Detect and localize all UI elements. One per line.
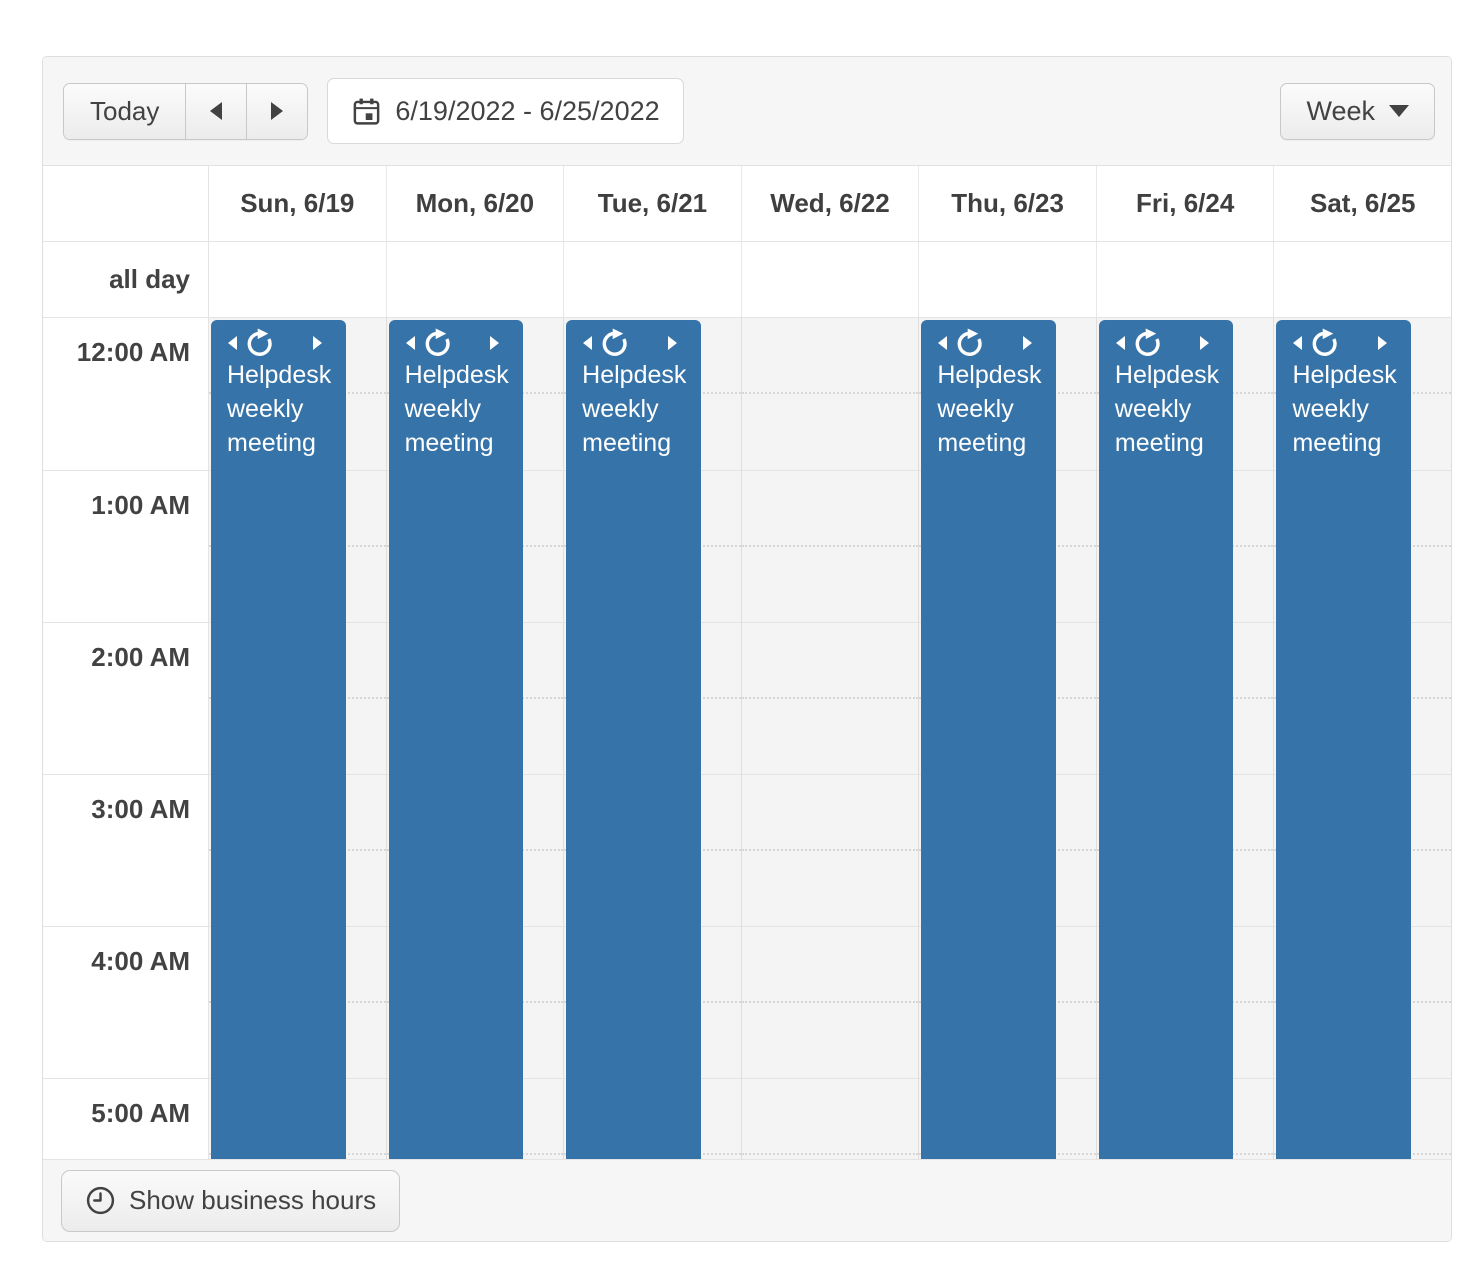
day-column-fri: Helpdesk weekly meeting (1095, 318, 1274, 1159)
event-continues-earlier-icon (938, 336, 948, 350)
day-column-mon: Helpdesk weekly meeting (385, 318, 564, 1159)
event-actions (211, 320, 346, 356)
caret-right-icon (271, 102, 284, 120)
caret-left-icon (210, 102, 223, 120)
event-actions (1276, 320, 1411, 356)
event-thu[interactable]: Helpdesk weekly meeting (921, 320, 1056, 1159)
prev-button[interactable] (185, 83, 247, 139)
time-label: 4:00 AM (43, 926, 208, 1078)
all-day-cell-sat[interactable] (1273, 242, 1451, 317)
event-actions (389, 320, 524, 356)
time-grid: 12:00 AM 1:00 AM 2:00 AM 3:00 AM 4:00 AM 5:00… (43, 317, 1451, 1159)
day-header-mon: Mon, 6/20 (385, 166, 564, 241)
half-hour-slot[interactable] (741, 927, 919, 1003)
half-hour-slot[interactable] (741, 471, 919, 547)
event-continues-later-icon (1200, 336, 1210, 350)
time-slot[interactable] (741, 622, 919, 774)
show-business-hours-label: Show business hours (129, 1185, 377, 1215)
day-column-sat: Helpdesk weekly meeting (1273, 318, 1451, 1159)
event-actions (566, 320, 701, 356)
recurrence-icon (954, 328, 985, 359)
event-continues-later-icon (490, 336, 500, 350)
event-sat[interactable]: Helpdesk weekly meeting (1276, 320, 1412, 1159)
time-label: 2:00 AM (43, 622, 208, 774)
day-header-sat: Sat, 6/25 (1273, 166, 1451, 241)
recurrence-icon (1132, 328, 1163, 359)
event-continues-earlier-icon (1115, 336, 1125, 350)
scheduler: Today 6/19/2022 - 6/25/2022 Week S (42, 56, 1452, 1242)
time-slot[interactable] (741, 926, 919, 1078)
time-label: 1:00 AM (43, 470, 208, 622)
scheduler-toolbar: Today 6/19/2022 - 6/25/2022 Week (43, 57, 1451, 166)
time-label: 3:00 AM (43, 774, 208, 926)
show-business-hours-button[interactable]: Show business hours (61, 1169, 401, 1232)
header-gutter-cell (43, 166, 209, 241)
day-header-wed: Wed, 6/22 (740, 166, 919, 241)
event-continues-earlier-icon (1293, 336, 1303, 350)
day-column-thu: Helpdesk weekly meeting (918, 318, 1096, 1159)
day-header-sun: Sun, 6/19 (240, 188, 355, 218)
time-slot[interactable] (741, 470, 919, 622)
event-tue[interactable]: Helpdesk weekly meeting (566, 320, 701, 1159)
all-day-row: all day (43, 241, 1451, 317)
all-day-cell-thu[interactable] (918, 242, 1096, 317)
all-day-cell-fri[interactable] (1095, 242, 1274, 317)
event-continues-later-icon (667, 336, 677, 350)
half-hour-slot[interactable] (741, 775, 919, 851)
time-slot[interactable] (741, 1078, 919, 1159)
time-gutter: 12:00 AM 1:00 AM 2:00 AM 3:00 AM 4:00 AM 5:00… (43, 318, 209, 1159)
time-slot[interactable] (741, 774, 919, 926)
all-day-label: all day (43, 242, 209, 317)
all-day-cell-sun[interactable] (209, 242, 386, 317)
half-hour-slot[interactable] (741, 318, 919, 394)
day-column-wed (740, 318, 919, 1159)
scheduler-footer: Show business hours (43, 1159, 1451, 1241)
event-actions (921, 320, 1056, 356)
event-title: Helpdesk weekly meeting (1114, 361, 1220, 457)
event-actions (1099, 320, 1234, 356)
event-continues-later-icon (1378, 336, 1388, 350)
time-label: 5:00 AM (43, 1078, 208, 1159)
view-selector-label: Week (1306, 95, 1375, 126)
event-mon[interactable]: Helpdesk weekly meeting (388, 320, 524, 1159)
day-header-row: Sun, 6/19 Mon, 6/20 Tue, 6/21 Wed, 6/22 Thu,… (43, 166, 1451, 241)
half-hour-slot[interactable] (741, 1079, 919, 1155)
all-day-cell-wed[interactable] (740, 242, 919, 317)
day-header-thu: Thu, 6/23 (918, 166, 1096, 241)
event-title: Helpdesk weekly meeting (1292, 361, 1397, 457)
event-title: Helpdesk weekly meeting (404, 361, 509, 457)
event-continues-earlier-icon (583, 336, 593, 350)
event-fri[interactable]: Helpdesk weekly meeting (1098, 320, 1234, 1159)
day-header-tue: Tue, 6/21 (563, 166, 741, 241)
event-sun[interactable]: Helpdesk weekly meeting (211, 320, 346, 1159)
time-slot[interactable] (741, 318, 919, 470)
recurrence-icon (1309, 328, 1340, 359)
nav-button-group: Today (63, 82, 309, 140)
all-day-cell-tue[interactable] (563, 242, 741, 317)
recurrence-icon (599, 328, 630, 359)
event-continues-later-icon (312, 336, 322, 350)
half-hour-slot[interactable] (741, 623, 919, 699)
day-column-tue: Helpdesk weekly meeting (563, 318, 741, 1159)
all-day-cell-mon[interactable] (385, 242, 564, 317)
time-label: 12:00 AM (76, 337, 190, 367)
date-range-label: 6/19/2022 - 6/25/2022 (395, 95, 660, 126)
calendar-icon (351, 96, 382, 127)
caret-down-icon (1389, 105, 1409, 117)
event-title: Helpdesk weekly meeting (227, 361, 332, 457)
event-continues-later-icon (1022, 336, 1032, 350)
event-title: Helpdesk weekly meeting (582, 361, 687, 457)
next-button[interactable] (246, 83, 308, 139)
view-selector-button[interactable]: Week (1280, 82, 1435, 140)
day-header-fri: Fri, 6/24 (1095, 166, 1274, 241)
event-continues-earlier-icon (405, 336, 415, 350)
recurrence-icon (244, 328, 275, 359)
recurrence-icon (422, 328, 453, 359)
event-title: Helpdesk weekly meeting (937, 361, 1042, 457)
today-button[interactable]: Today (64, 83, 186, 139)
date-range-button[interactable]: 6/19/2022 - 6/25/2022 (327, 78, 684, 144)
clock-icon (85, 1185, 116, 1216)
event-continues-earlier-icon (228, 336, 237, 350)
day-column-sun: Helpdesk weekly meeting (209, 318, 386, 1159)
